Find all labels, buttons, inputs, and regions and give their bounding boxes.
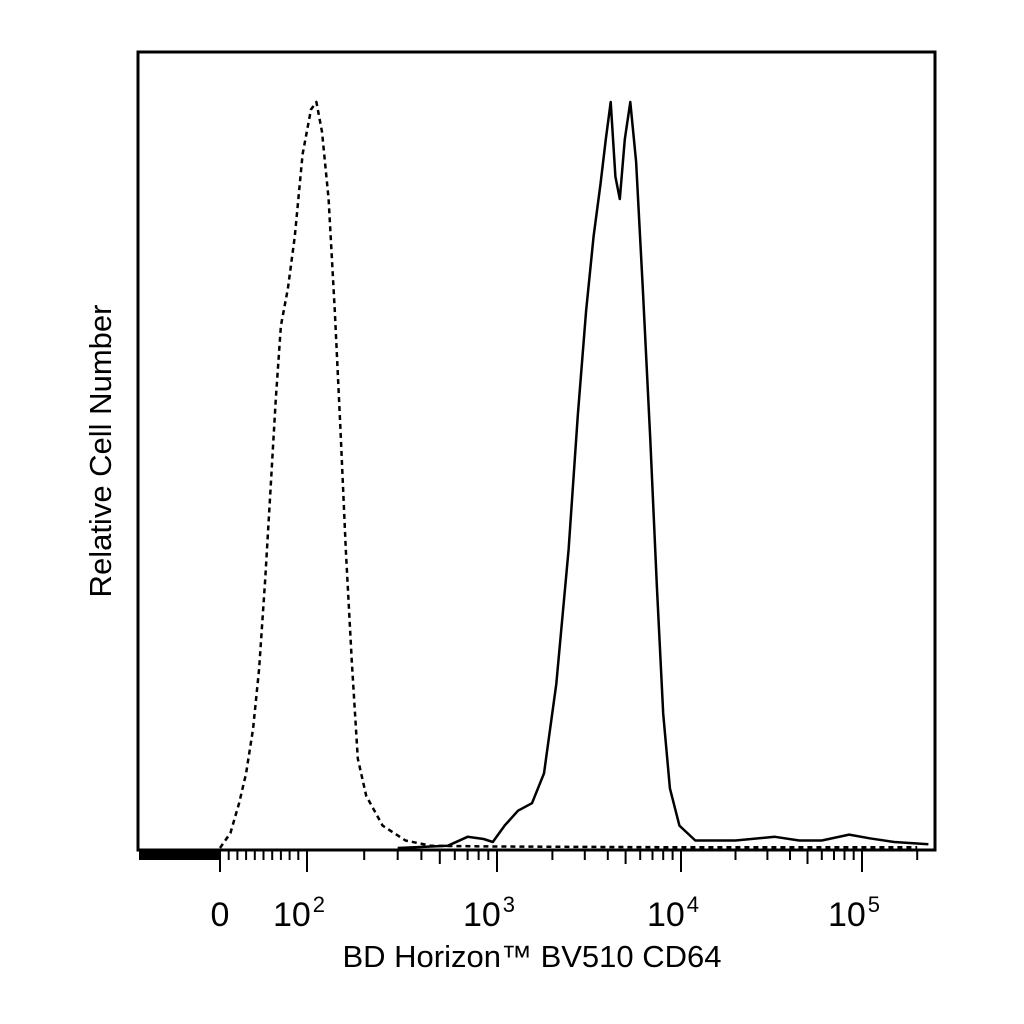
y-axis-title: Relative Cell Number: [83, 305, 118, 598]
isotype-control-histogram: [218, 100, 918, 849]
x-tick-label: 0: [211, 896, 230, 934]
x-axis-ticks: [139, 850, 919, 872]
series-layer: [218, 100, 929, 850]
stained-histogram: [397, 100, 929, 850]
plot-frame: [136, 50, 937, 852]
x-axis-title: BD Horizon™ BV510 CD64: [342, 939, 721, 974]
